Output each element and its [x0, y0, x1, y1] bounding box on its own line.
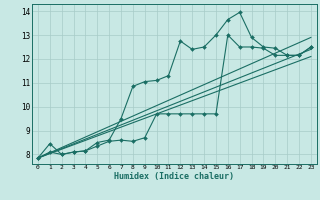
X-axis label: Humidex (Indice chaleur): Humidex (Indice chaleur) [115, 172, 234, 181]
